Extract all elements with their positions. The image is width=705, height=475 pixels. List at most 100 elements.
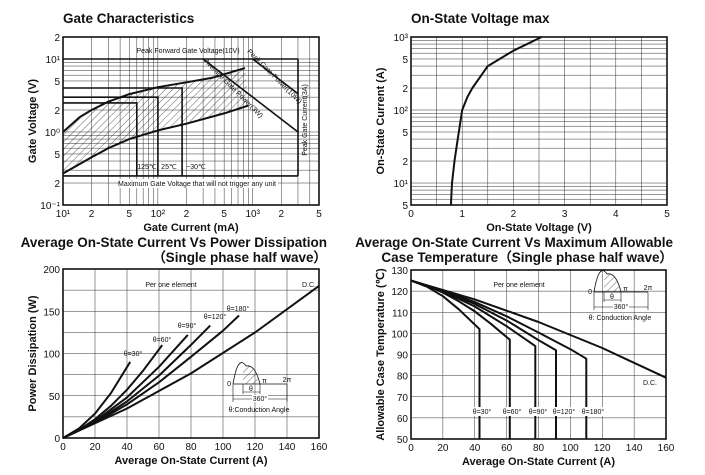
series-label: θ=120° — [204, 313, 227, 321]
x-tick-label: 10¹ — [56, 209, 71, 220]
x-tick-label: 120 — [247, 442, 264, 453]
y-tick-label: 10¹ — [46, 55, 61, 66]
conducting-area — [243, 366, 260, 384]
x-tick-label: 5 — [127, 209, 133, 220]
y-tick-label: 100 — [43, 350, 60, 361]
y-tick-label: 70 — [397, 393, 409, 404]
chart-title: Average On-State Current Vs Maximum Allo… — [355, 235, 673, 250]
conducting-area — [604, 274, 621, 292]
x-tick-label: 100 — [562, 443, 579, 454]
annotation-peak-gate-current: Peak Gate Current(3A) — [302, 84, 309, 156]
x-tick-label: 140 — [279, 442, 296, 453]
annotation-minus30c: −30℃ — [186, 164, 206, 171]
y-tick-label: 60 — [397, 414, 409, 425]
chart-1 — [62, 36, 320, 206]
annotation-125c: 125℃ — [137, 164, 157, 171]
inset-caption: θ:Conduction Angle — [229, 407, 290, 414]
inset-origin-label: 0 — [227, 381, 231, 388]
y-tick-label: 2 — [402, 157, 408, 168]
label-background — [525, 407, 551, 416]
series-curve-1 — [449, 36, 543, 206]
y-tick-label: 10⁰ — [45, 128, 60, 139]
x-tick-label: 80 — [533, 443, 545, 454]
y-tick-label: 2 — [54, 33, 60, 44]
y-tick-label: 0 — [54, 434, 60, 445]
series-label: θ=30° — [124, 350, 143, 358]
series-average-gate-power-3w- — [202, 58, 299, 133]
x-tick-label: 20 — [89, 442, 101, 453]
series--30- — [62, 361, 132, 439]
y-tick-label: 50 — [397, 435, 409, 446]
inset-theta-label: θ — [610, 294, 614, 301]
y-axis-label: On-State Current (A) — [375, 67, 387, 174]
x-tick-label: 40 — [121, 442, 133, 453]
inset-pi-label: π — [623, 286, 628, 293]
half-sine-wave — [232, 362, 261, 385]
x-tick-label: 60 — [501, 443, 513, 454]
x-tick-label: 0 — [408, 209, 414, 220]
y-tick-label: 10⁻¹ — [40, 201, 60, 212]
x-axis-label: Average On-State Current (A) — [114, 455, 267, 467]
series-label: θ=30° — [473, 408, 492, 416]
inset-period-label: 360° — [614, 303, 629, 311]
inset-2pi-label: 2π — [644, 285, 653, 292]
x-tick-label: 2 — [89, 209, 95, 220]
y-tick-label: 5 — [402, 55, 408, 66]
x-tick-label: 60 — [153, 442, 165, 453]
annotation-per-one-element: Per one element — [145, 282, 196, 289]
series-curve-1 — [62, 67, 246, 133]
x-tick-label: 10² — [151, 209, 166, 220]
annotation-max-gate-voltage: Maximum Gate Voltage that will not trigg… — [118, 181, 276, 188]
chart-title: Gate Characteristics — [63, 11, 194, 26]
label-background — [580, 407, 606, 416]
series-d-c- — [410, 279, 667, 379]
series-label: θ=90° — [529, 408, 548, 416]
plot-frame — [62, 36, 320, 206]
plot-frame — [62, 268, 320, 439]
chart-2 — [410, 36, 668, 206]
x-tick-label: 40 — [469, 443, 481, 454]
y-tick-label: 100 — [391, 329, 408, 340]
inset-2pi-label: 2π — [283, 377, 292, 384]
x-tick-label: 20 — [437, 443, 449, 454]
inset-theta-label: θ — [249, 386, 253, 393]
x-tick-label: 5 — [664, 209, 670, 220]
x-tick-label: 10³ — [245, 209, 260, 220]
y-tick-label: 5 — [402, 128, 408, 139]
label-background — [613, 303, 629, 310]
y-tick-label: 2 — [54, 106, 60, 117]
x-tick-label: 80 — [185, 442, 197, 453]
x-tick-label: 100 — [215, 442, 232, 453]
y-tick-label: 200 — [43, 265, 60, 276]
x-axis-label: On-State Voltage (V) — [486, 222, 592, 234]
series-label: θ=120° — [553, 408, 576, 416]
chart-title: Average On-State Current Vs Power Dissip… — [21, 235, 327, 250]
series-curve-2 — [62, 104, 249, 175]
y-tick-label: 80 — [397, 372, 409, 383]
x-tick-label: 160 — [311, 442, 328, 453]
series-label: θ=90° — [178, 322, 197, 330]
y-axis-label: Power Dissipation (W) — [27, 295, 39, 411]
half-sine-wave — [593, 270, 622, 293]
x-tick-label: 0 — [60, 442, 66, 453]
series-label: D.C. — [643, 380, 657, 387]
x-tick-label: 0 — [408, 443, 414, 454]
x-tick-label: 5 — [221, 209, 227, 220]
series-label: θ=180° — [227, 305, 250, 313]
label-background — [499, 407, 525, 416]
series-peak-gate-power-10w- — [252, 58, 299, 95]
y-tick-label: 5 — [54, 150, 60, 161]
inset-caption: θ: Conduction Angle — [589, 315, 652, 322]
y-axis-label: Gate Voltage (V) — [27, 79, 39, 163]
chart-3 — [62, 268, 320, 439]
inset-period-label: 360° — [253, 395, 268, 403]
series-d-c- — [62, 285, 320, 439]
series-label: θ=180° — [582, 408, 605, 416]
x-tick-label: 3 — [562, 209, 568, 220]
y-tick-label: 2 — [402, 84, 408, 95]
label-background — [252, 395, 268, 402]
chart-subtitle: （Single phase half wave） — [152, 250, 327, 265]
plot-frame — [410, 36, 668, 206]
